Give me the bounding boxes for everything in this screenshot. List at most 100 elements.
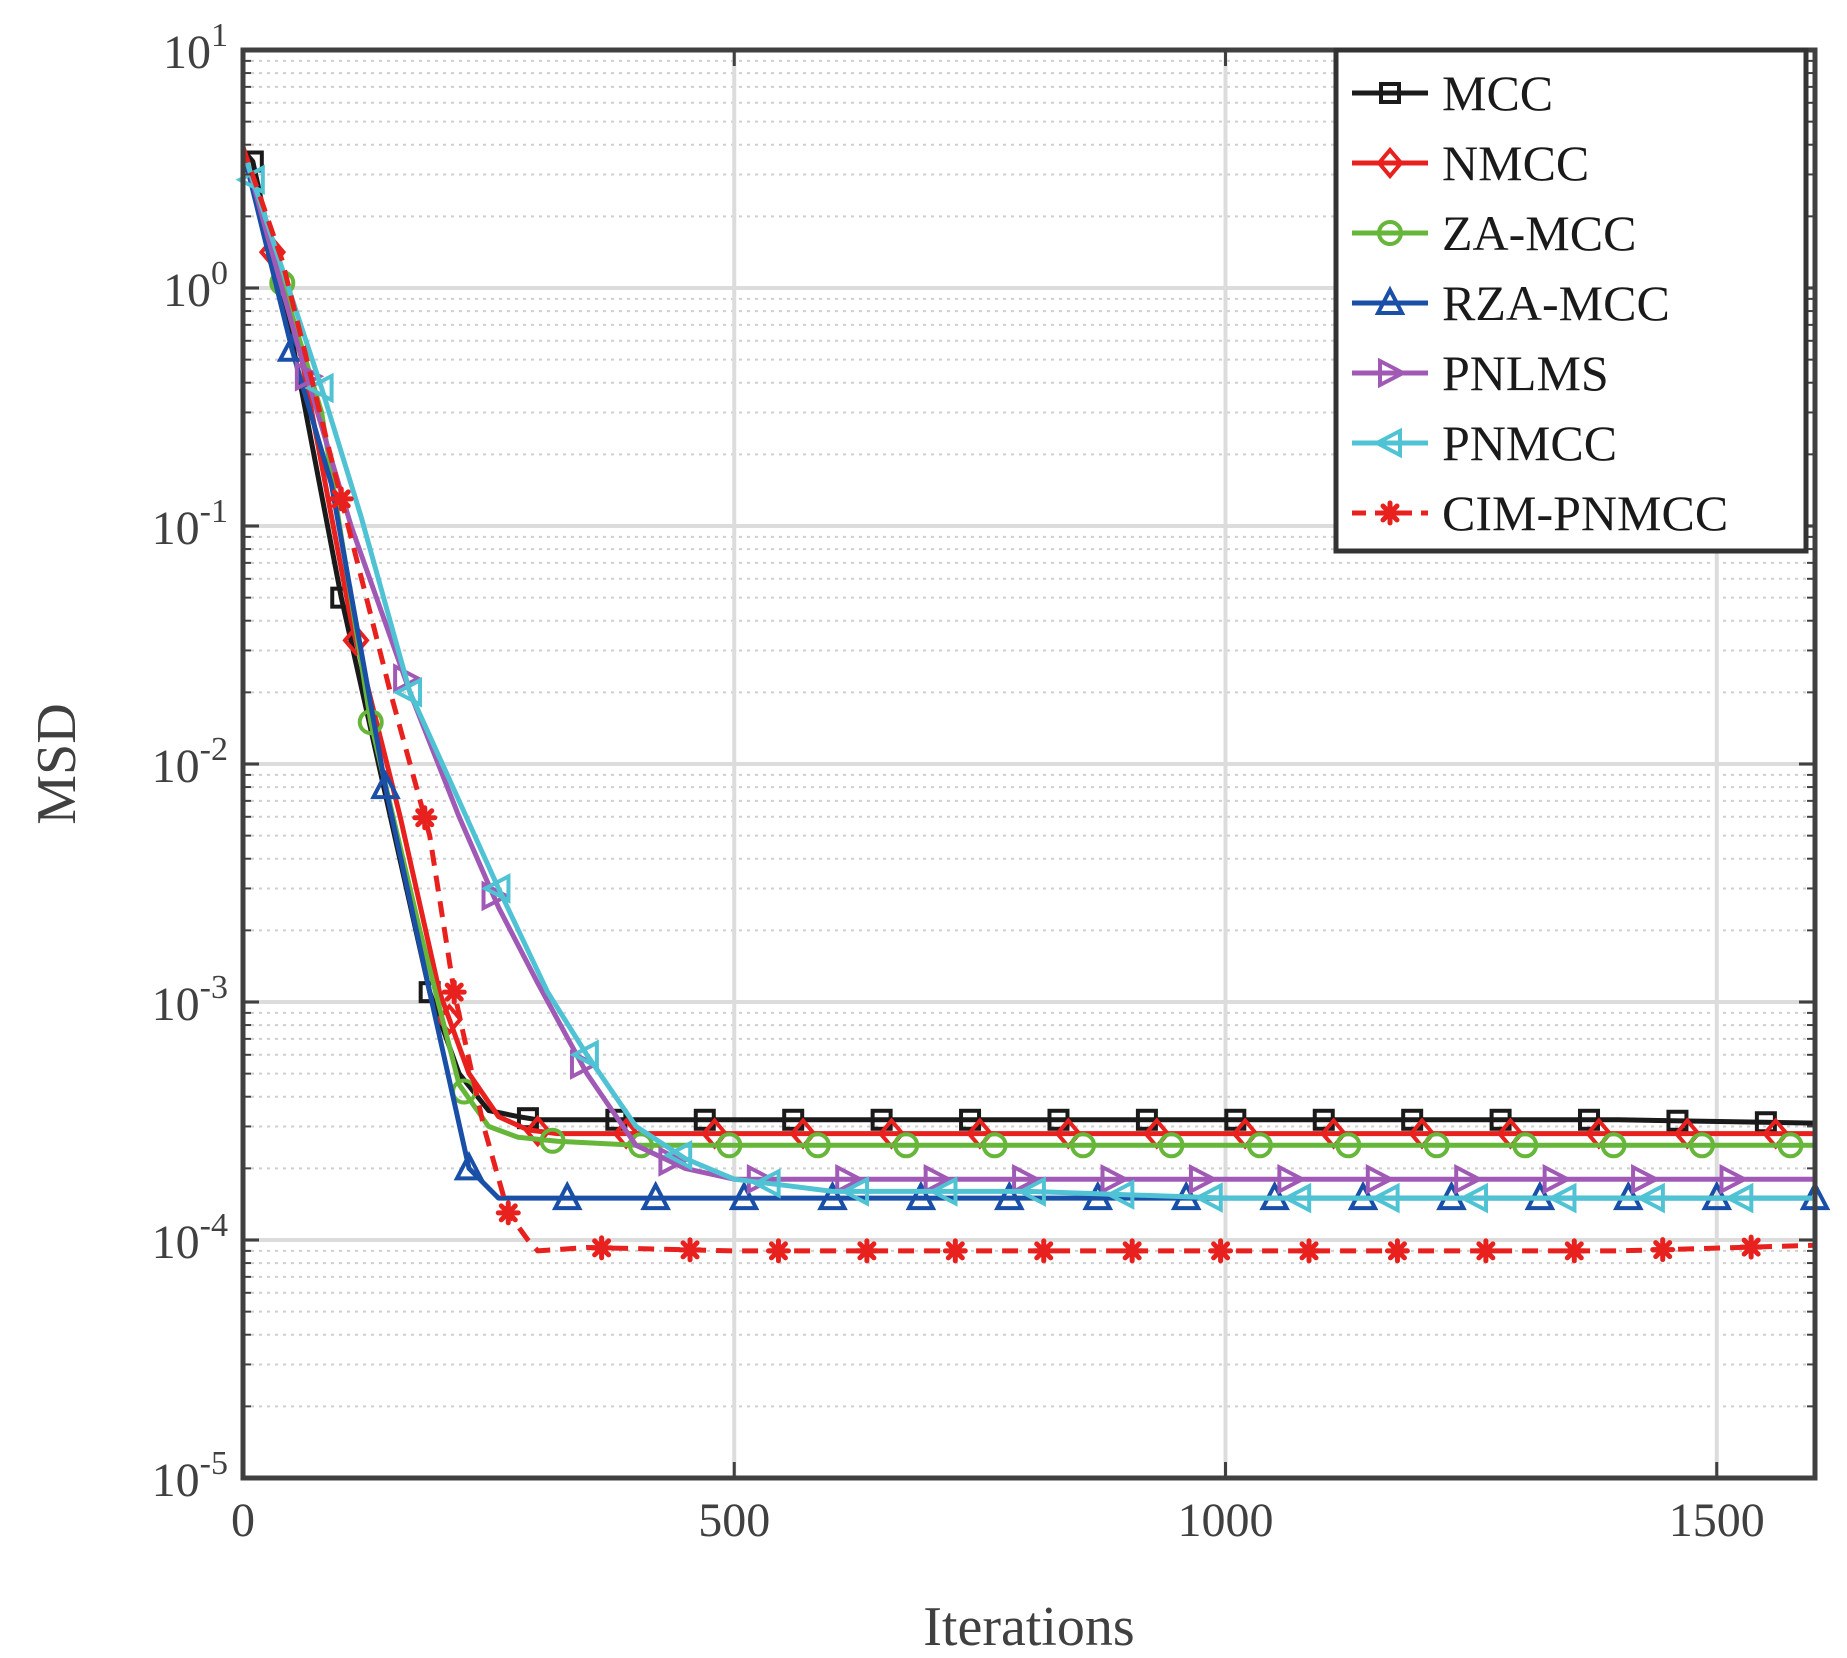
series-marker-pnlms [835, 1163, 865, 1195]
series-marker-pnlms [481, 880, 511, 912]
series-marker-cim-pnmcc [1650, 1237, 1676, 1263]
legend-item-cim-pnmcc: CIM-PNMCC [1352, 485, 1728, 541]
series-marker-cim-pnmcc [765, 1238, 791, 1264]
y-tick-label-base: 10 [152, 1216, 200, 1269]
series-marker-cim-pnmcc [1208, 1238, 1234, 1264]
legend-items: MCC NMCC ZA-MCC RZA-MCC PNLMS PNMCC CIM-PNMCC [1352, 65, 1728, 541]
x-tick-labels: 0 500 1000 1500 [231, 1494, 1765, 1547]
y-tick-label-exponent: -3 [200, 969, 228, 1006]
series-marker-rza-mcc [994, 1180, 1025, 1211]
y-tick-label: 10-2 [152, 731, 228, 793]
y-tick-label: 101 [163, 17, 228, 79]
series-marker-nmcc [524, 1115, 552, 1148]
series-marker-za-mcc [1689, 1132, 1716, 1159]
series-marker-za-mcc [1512, 1132, 1539, 1159]
series-marker-za-mcc [716, 1132, 743, 1159]
series-marker-pnmcc [1370, 1182, 1400, 1214]
series-marker-pnmcc [751, 1168, 781, 1199]
series-marker-rza-mcc [453, 1151, 485, 1181]
y-axis-label: MSD [26, 703, 88, 824]
y-tick-label: 10-3 [152, 969, 228, 1031]
series-marker-za-mcc [1600, 1132, 1627, 1159]
y-tick-label-base: 10 [152, 502, 200, 555]
x-tick-label: 1000 [1178, 1494, 1274, 1547]
series-marker-pnmcc [1281, 1182, 1312, 1214]
series-marker-pnmcc [569, 1039, 599, 1071]
legend-label-nmcc: NMCC [1442, 135, 1589, 191]
series-marker-za-mcc [893, 1132, 920, 1159]
series-marker-pnlms [1188, 1163, 1219, 1195]
legend-marker-cim-pnmcc [1377, 500, 1403, 526]
y-tick-label-base: 10 [152, 978, 200, 1031]
series-marker-pnlms [1012, 1163, 1042, 1195]
series-marker-pnmcc [928, 1176, 958, 1207]
series-marker-rza-mcc [370, 769, 401, 800]
series-marker-pnmcc [1635, 1182, 1665, 1214]
series-marker-pnmcc [1016, 1176, 1046, 1207]
series-marker-cim-pnmcc [412, 805, 438, 831]
y-tick-label-exponent: -4 [200, 1207, 228, 1244]
legend-label-pnlms: PNLMS [1442, 345, 1609, 401]
series-marker-cim-pnmcc [1384, 1238, 1410, 1264]
legend-item-nmcc: NMCC [1352, 135, 1589, 191]
legend-item-pnlms: PNLMS [1352, 345, 1609, 401]
series-line-pnmcc [240, 149, 1815, 1201]
series-marker-pnmcc [481, 873, 511, 904]
series-pnmcc [235, 149, 1815, 1214]
series-marker-rza-mcc [640, 1180, 671, 1211]
legend-label-rza-mcc: RZA-MCC [1442, 275, 1670, 331]
series-marker-pnlms [1100, 1163, 1130, 1195]
series-marker-pnlms [1719, 1163, 1749, 1195]
series-marker-pnmcc [662, 1139, 693, 1171]
y-tick-label-base: 10 [163, 264, 211, 317]
series-marker-pnlms [1277, 1163, 1307, 1195]
x-tick-label: 500 [698, 1494, 770, 1547]
series-marker-cim-pnmcc [1473, 1238, 1499, 1264]
legend-item-rza-mcc: RZA-MCC [1352, 275, 1670, 331]
y-tick-label: 100 [163, 255, 228, 317]
x-tick-label: 0 [231, 1494, 255, 1547]
series-marker-za-mcc [627, 1132, 654, 1159]
y-tick-label-base: 10 [152, 1454, 200, 1507]
legend-marker-mcc [1379, 82, 1401, 104]
legend-item-za-mcc: ZA-MCC [1352, 205, 1636, 261]
series-marker-za-mcc [1777, 1132, 1804, 1159]
series-marker-pnmcc [1458, 1182, 1489, 1214]
x-tick-label: 1500 [1669, 1494, 1765, 1547]
series-marker-pnmcc [304, 372, 334, 404]
series-cim-pnmcc [240, 146, 1816, 1264]
series-marker-za-mcc [981, 1132, 1008, 1159]
series-marker-nmcc [342, 624, 370, 657]
legend-item-pnmcc: PNMCC [1352, 415, 1617, 471]
series-marker-cim-pnmcc [589, 1235, 615, 1261]
series-marker-za-mcc [804, 1132, 831, 1159]
series-marker-rza-mcc [728, 1180, 760, 1211]
y-tick-label-exponent: -2 [200, 731, 228, 768]
series-marker-rza-mcc [905, 1180, 937, 1211]
series-marker-cim-pnmcc [854, 1238, 880, 1264]
series-marker-cim-pnmcc [1119, 1238, 1145, 1264]
y-tick-label: 10-4 [152, 1207, 228, 1269]
legend-item-mcc: MCC [1352, 65, 1553, 121]
legend-marker-pnmcc [1372, 427, 1402, 459]
series-marker-za-mcc [1423, 1132, 1450, 1159]
y-tick-label-exponent: -1 [200, 493, 228, 530]
series-marker-za-mcc [1246, 1132, 1273, 1159]
x-axis-label: Iterations [923, 1596, 1134, 1658]
y-tick-label-exponent: 0 [211, 255, 228, 292]
series-marker-cim-pnmcc [677, 1237, 703, 1263]
series-marker-pnlms [1631, 1163, 1661, 1195]
series-marker-za-mcc [539, 1127, 566, 1154]
series-marker-za-mcc [1158, 1132, 1185, 1159]
legend-marker-pnlms [1378, 357, 1408, 389]
series-marker-pnmcc [392, 677, 423, 708]
series-marker-pnlms [1454, 1163, 1484, 1195]
series-marker-za-mcc [1335, 1132, 1362, 1159]
legend-label-za-mcc: ZA-MCC [1442, 205, 1636, 261]
minor-grid [243, 59, 1815, 1408]
series-line-pnlms [240, 146, 1815, 1182]
series-marker-pnmcc [1105, 1179, 1135, 1210]
series-marker-cim-pnmcc [328, 486, 354, 512]
y-tick-label: 10-5 [152, 1445, 228, 1507]
